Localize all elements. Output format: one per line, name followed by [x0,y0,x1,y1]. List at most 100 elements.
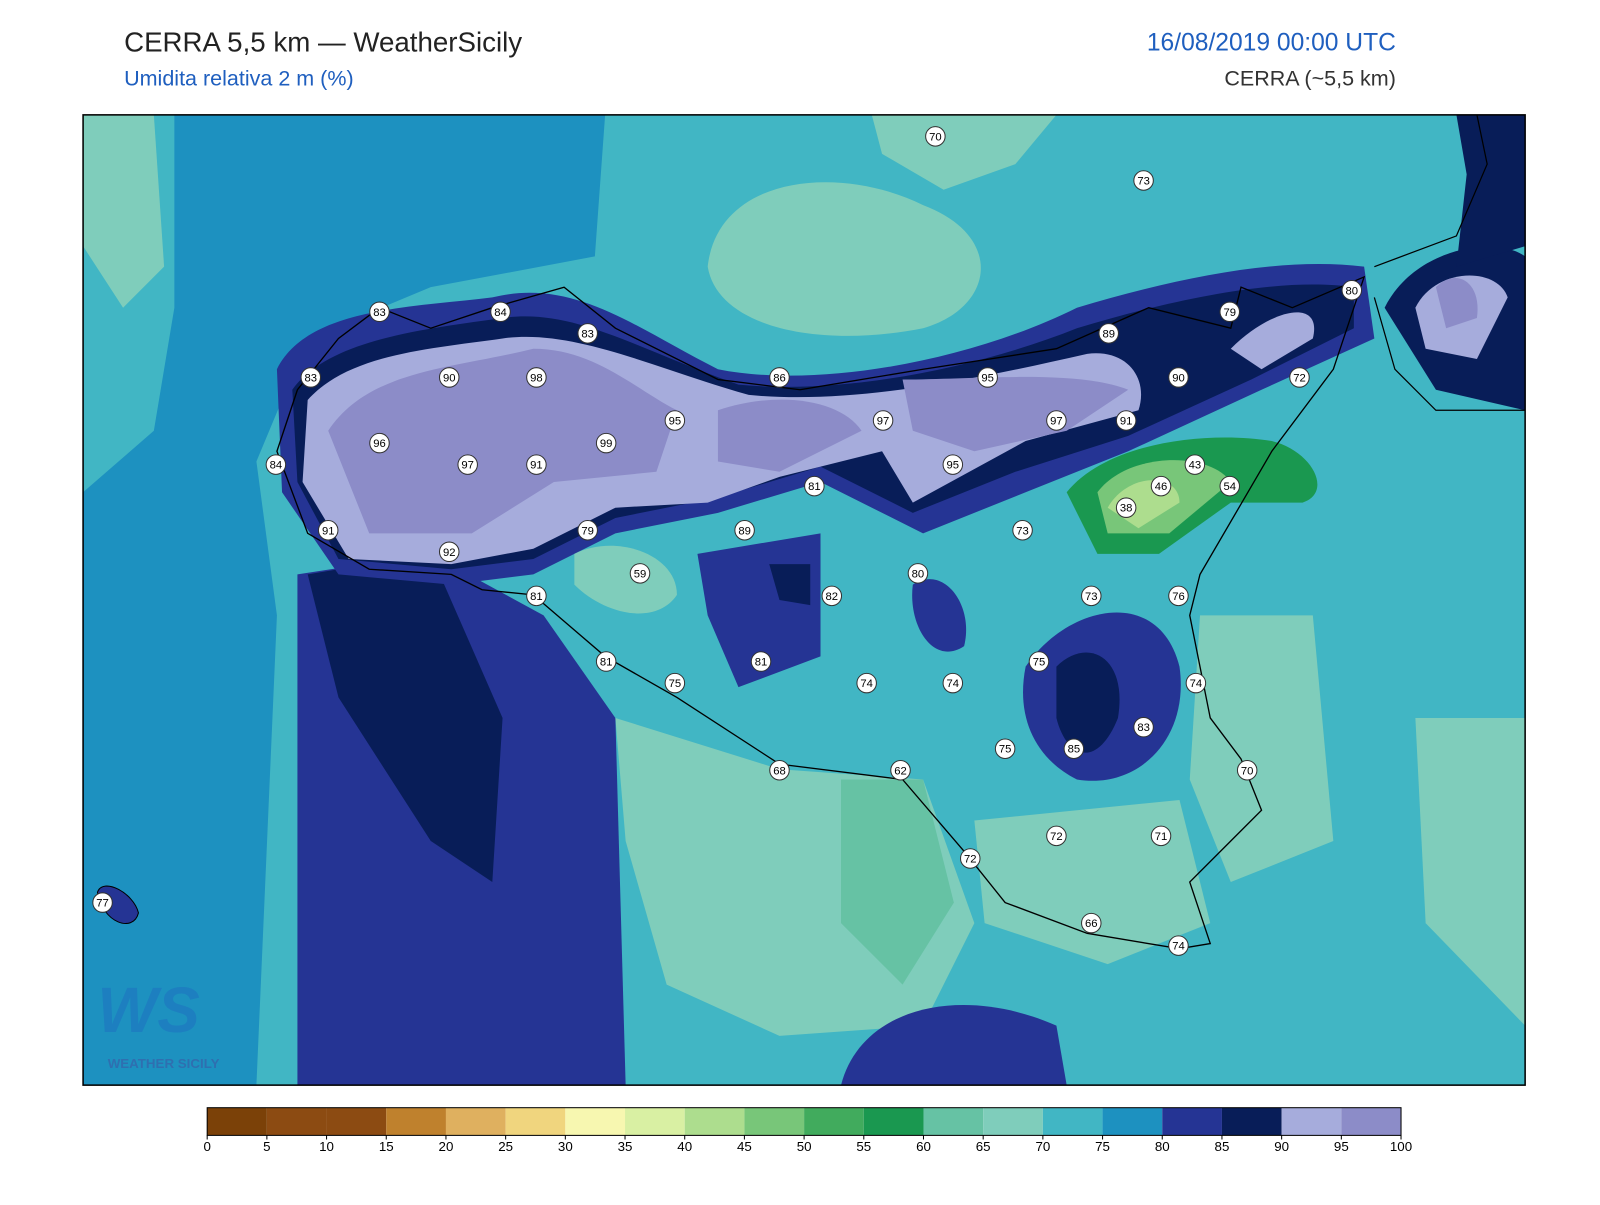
station: 74 [1168,935,1189,956]
station-marker [438,541,460,563]
station: 97 [872,410,894,431]
station-value: 98 [530,372,543,384]
station-value: 95 [947,460,960,472]
station-value: 83 [581,328,594,340]
station-value: 91 [322,525,335,537]
station-marker [595,432,617,454]
station-marker [1341,279,1363,301]
colorbar-bin [1102,1107,1163,1136]
station: 76 [1168,585,1189,607]
station-value: 90 [1172,372,1185,384]
colorbar-tick-label: 5 [263,1139,270,1154]
station: 80 [907,563,929,584]
station-marker [750,651,772,672]
colorbar-bin [684,1107,745,1136]
station: 79 [1219,301,1240,323]
map-frame [82,114,1526,1086]
station-marker [1046,825,1067,847]
station-value: 72 [1050,831,1063,843]
model-label: CERRA (~5,5 km) [1224,67,1396,91]
colorbar-bin [565,1107,626,1136]
colorbar-tick-label: 40 [677,1139,692,1154]
station-marker [92,892,113,913]
station-value: 97 [461,460,474,472]
station: 85 [1063,738,1085,759]
colorbar-bin [266,1107,327,1136]
station: 70 [1236,759,1258,781]
station: 66 [1081,912,1102,934]
station-marker [1046,410,1067,431]
station-value: 74 [1190,678,1203,690]
station-value: 81 [600,657,613,669]
datetime: 16/08/2019 00:00 UTC [1147,30,1396,57]
station: 70 [925,126,946,147]
station-marker [1168,585,1189,607]
station: 77 [92,892,113,913]
station: 75 [994,738,1016,759]
station: 79 [577,519,598,541]
station-marker [1098,323,1119,344]
station: 95 [664,410,686,431]
station-marker [438,367,460,388]
colorbar-tick-label: 60 [916,1139,931,1154]
station-marker [734,519,755,541]
station-value: 83 [373,307,386,319]
station-value: 85 [1068,744,1081,756]
station-marker [856,672,877,694]
station-marker [490,301,511,323]
station-marker [942,454,964,475]
station-value: 82 [826,591,839,603]
station-marker [1185,672,1207,694]
station-marker [769,759,790,781]
station-value: 43 [1189,460,1202,472]
station-value: 79 [1223,307,1236,319]
station: 91 [526,454,547,475]
colorbar-tick-label: 85 [1215,1139,1230,1154]
station-marker [457,454,478,475]
station: 72 [1289,367,1310,388]
station: 82 [821,585,843,607]
colorbar-tick-label: 50 [797,1139,812,1154]
station-value: 66 [1085,918,1098,930]
station-marker [1115,497,1137,518]
station-marker [1081,912,1102,934]
station-value: 73 [1016,525,1029,537]
station: 54 [1219,475,1240,497]
station-value: 46 [1155,481,1168,493]
station-value: 75 [669,678,682,690]
station-marker [1133,170,1154,191]
station-value: 70 [929,131,942,143]
station-value: 76 [1172,591,1185,603]
station: 73 [1012,519,1033,541]
colorbar-bin [445,1107,506,1136]
station-value: 81 [808,481,821,493]
station: 72 [1046,825,1067,847]
station-marker [959,848,981,869]
station-marker [317,519,339,541]
station-value: 54 [1223,481,1236,493]
station-value: 86 [773,372,786,384]
title: CERRA 5,5 km — WeatherSicily [124,26,522,57]
station-marker [526,585,547,607]
station-marker [577,323,598,344]
colorbar-bin [863,1107,924,1136]
station-value: 90 [443,372,456,384]
station: 46 [1150,475,1172,497]
station-marker [804,475,825,497]
station-marker [821,585,843,607]
station-marker [1012,519,1033,541]
station-value: 97 [1050,416,1063,428]
station: 59 [629,563,651,584]
station-marker [1063,738,1085,759]
colorbar-bin [207,1107,267,1136]
station-value: 68 [773,765,786,777]
station: 90 [438,367,460,388]
station-marker [629,563,651,584]
station: 95 [977,367,998,388]
colorbar-tick-label: 80 [1155,1139,1170,1154]
station-value: 83 [305,372,318,384]
station: 71 [1150,825,1172,847]
station: 84 [490,301,511,323]
station-marker [872,410,894,431]
